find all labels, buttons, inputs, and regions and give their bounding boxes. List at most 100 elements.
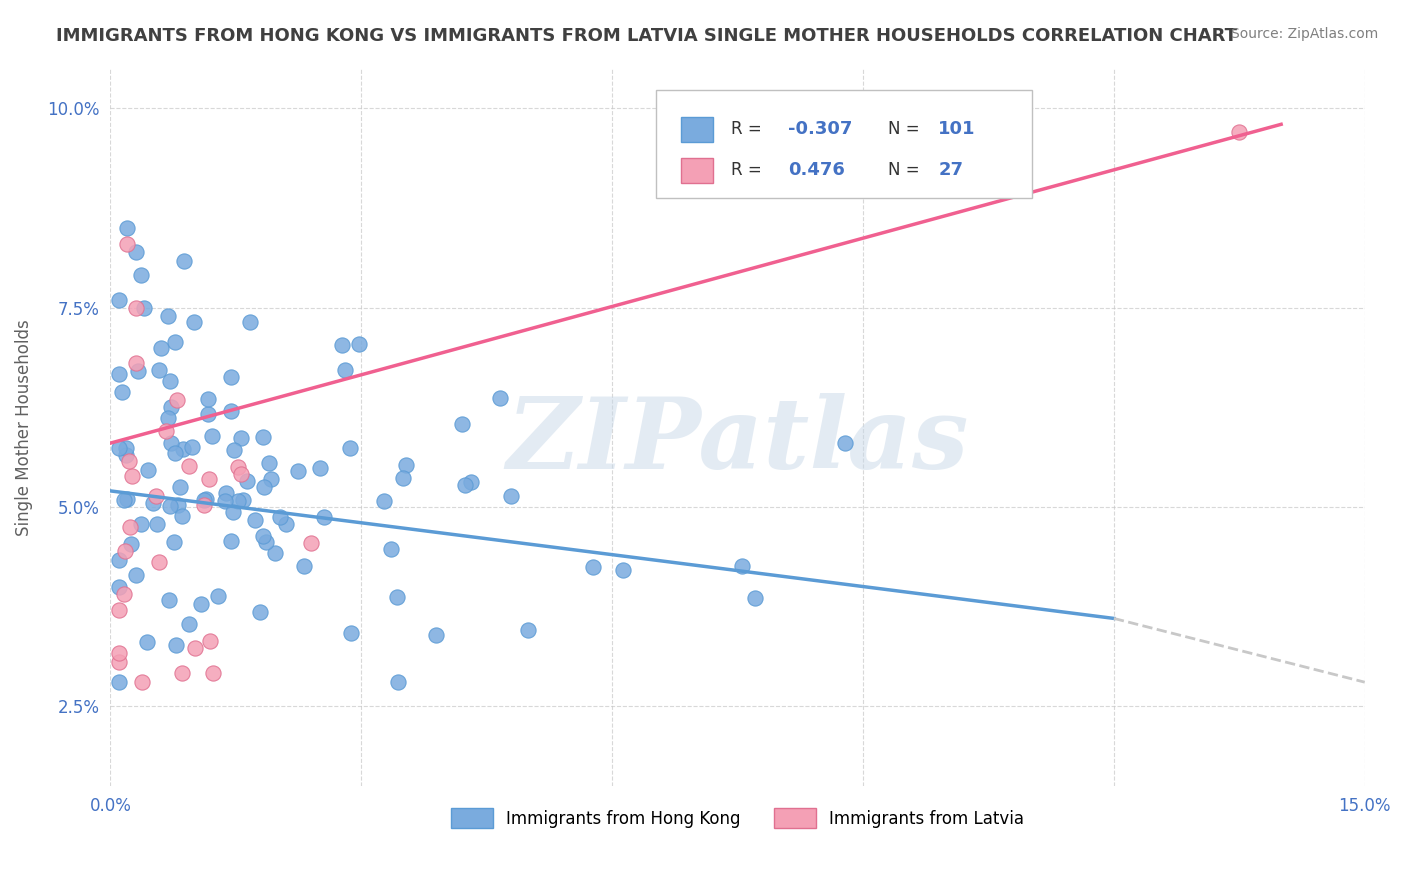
Point bbox=[124, 244, 146, 259]
Text: R =: R = bbox=[731, 161, 768, 179]
Point bbox=[197, 407, 219, 421]
Point bbox=[159, 499, 181, 513]
Point bbox=[108, 442, 131, 456]
Point bbox=[108, 580, 131, 594]
Point bbox=[142, 496, 165, 510]
Point bbox=[314, 510, 336, 524]
Point bbox=[127, 364, 149, 378]
Point bbox=[163, 334, 186, 349]
Point bbox=[222, 442, 245, 457]
Point bbox=[115, 492, 138, 507]
Point bbox=[385, 591, 408, 605]
Point bbox=[120, 519, 142, 533]
Point bbox=[108, 293, 131, 307]
Text: Source: ZipAtlas.com: Source: ZipAtlas.com bbox=[1230, 27, 1378, 41]
Point bbox=[193, 498, 215, 512]
Point bbox=[132, 301, 155, 315]
Point bbox=[309, 461, 332, 475]
Point bbox=[460, 475, 482, 489]
Point bbox=[394, 458, 416, 473]
Point bbox=[194, 492, 217, 507]
Point bbox=[193, 493, 215, 508]
Point bbox=[145, 489, 167, 503]
Point bbox=[215, 486, 238, 500]
Point bbox=[252, 529, 274, 543]
Point bbox=[112, 587, 135, 601]
Point bbox=[454, 477, 477, 491]
Point bbox=[200, 634, 222, 648]
Point bbox=[166, 498, 188, 512]
Point bbox=[115, 236, 138, 251]
Point bbox=[612, 563, 634, 577]
Bar bbox=[681, 117, 713, 142]
Point bbox=[214, 493, 236, 508]
Point bbox=[264, 546, 287, 560]
Point bbox=[254, 535, 277, 549]
Point bbox=[160, 400, 183, 414]
Point bbox=[108, 646, 131, 660]
Point bbox=[252, 430, 274, 444]
Text: 0.476: 0.476 bbox=[787, 161, 845, 179]
Point bbox=[148, 555, 170, 569]
Point bbox=[108, 675, 131, 690]
Text: N =: N = bbox=[889, 120, 925, 138]
Point bbox=[243, 513, 266, 527]
Point bbox=[299, 536, 322, 550]
Point bbox=[380, 541, 402, 556]
Point bbox=[120, 536, 142, 550]
Point bbox=[340, 625, 363, 640]
Point bbox=[115, 441, 138, 455]
Point bbox=[582, 560, 605, 574]
Point bbox=[136, 635, 159, 649]
Point bbox=[207, 589, 229, 603]
Text: R =: R = bbox=[731, 120, 768, 138]
Point bbox=[179, 458, 201, 473]
Point bbox=[121, 469, 143, 483]
Point bbox=[136, 463, 159, 477]
Point bbox=[118, 454, 141, 468]
Point bbox=[125, 568, 148, 582]
Point bbox=[276, 516, 298, 531]
Point bbox=[157, 411, 180, 425]
Point bbox=[166, 392, 188, 407]
Point bbox=[222, 505, 245, 519]
Point bbox=[451, 417, 474, 431]
Point bbox=[339, 441, 361, 455]
Point bbox=[180, 440, 202, 454]
Point bbox=[198, 472, 221, 486]
Point bbox=[177, 616, 200, 631]
Point bbox=[239, 314, 262, 328]
Point bbox=[489, 391, 512, 405]
Point bbox=[131, 268, 153, 283]
Point bbox=[269, 510, 291, 524]
Point bbox=[165, 638, 187, 652]
Point bbox=[190, 597, 212, 611]
Point bbox=[292, 559, 315, 574]
Point bbox=[236, 474, 259, 488]
Point bbox=[184, 640, 207, 655]
Point bbox=[249, 605, 271, 619]
Point bbox=[170, 508, 193, 523]
Point bbox=[1227, 125, 1250, 139]
Point bbox=[108, 603, 131, 617]
Point bbox=[148, 363, 170, 377]
Point bbox=[108, 553, 131, 567]
Point bbox=[201, 666, 224, 681]
Point bbox=[160, 436, 183, 450]
Point bbox=[115, 221, 138, 235]
Point bbox=[155, 424, 177, 438]
Text: ZIPatlas: ZIPatlas bbox=[506, 393, 969, 490]
Point bbox=[499, 489, 522, 503]
Point bbox=[744, 591, 766, 605]
Point bbox=[124, 356, 146, 370]
Text: N =: N = bbox=[889, 161, 925, 179]
Point bbox=[172, 442, 194, 456]
Bar bbox=[681, 158, 713, 183]
Point bbox=[330, 338, 353, 352]
Point bbox=[392, 471, 415, 485]
Point bbox=[425, 628, 447, 642]
Y-axis label: Single Mother Households: Single Mother Households bbox=[15, 318, 32, 535]
Point bbox=[219, 404, 242, 418]
Point bbox=[219, 533, 242, 548]
Point bbox=[834, 435, 856, 450]
